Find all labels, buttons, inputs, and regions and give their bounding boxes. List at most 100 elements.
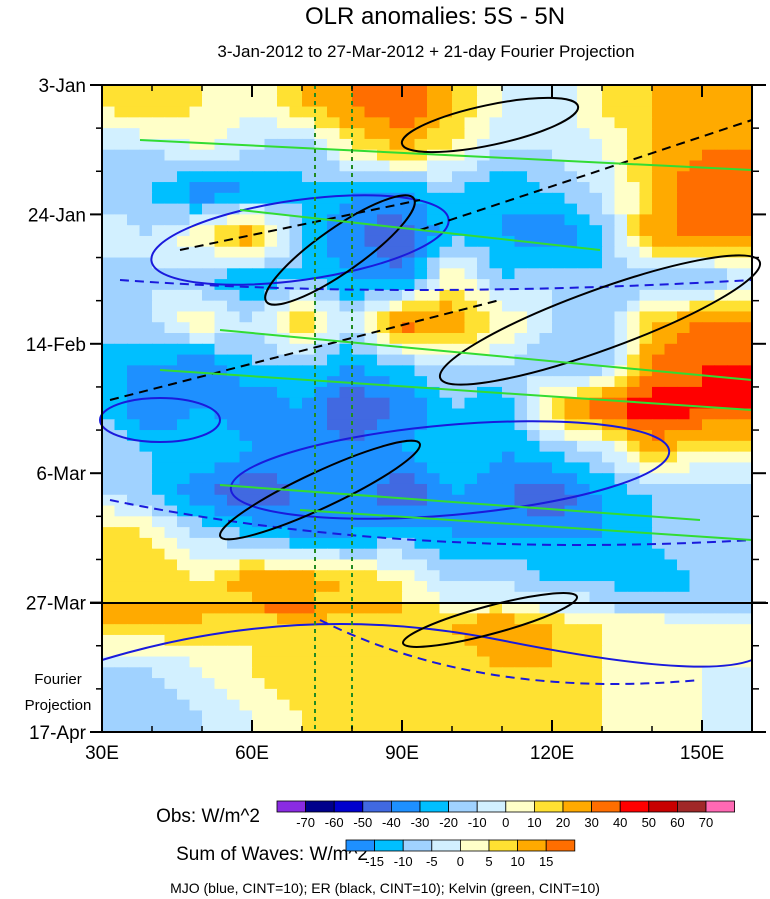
heatmap-cell [114,182,128,194]
heatmap-cell [602,85,616,97]
heatmap-cell [489,203,503,215]
kelvin-contour [139,139,753,541]
heatmap-cell [114,171,128,183]
heatmap-cell [152,483,166,496]
heatmap-cell [277,440,291,453]
heatmap-cell [227,246,241,259]
heatmap-cell [702,85,716,97]
heatmap-cell [489,473,503,485]
heatmap-cell [589,138,603,151]
heatmap-cell [227,451,241,464]
heatmap-cell [377,419,391,431]
heatmap-cell [414,473,428,485]
obs-colorbar-label: Obs: W/m^2 [156,806,260,827]
heatmap-cell [502,645,516,658]
heatmap-cell [489,624,503,636]
heatmap-cell [377,128,391,140]
heatmap-cell [402,645,416,658]
heatmap-cell [477,559,491,571]
heatmap-cell [414,656,428,668]
heatmap-cell [189,192,203,205]
heatmap-cell [414,634,428,647]
heatmap-cell [377,160,391,172]
heatmap-cell [302,559,316,571]
heatmap-cell [552,559,566,571]
heatmap-cell [127,667,141,679]
heatmap-cell [239,376,253,388]
heatmap-cell [314,516,328,528]
heatmap-cell [539,128,553,140]
heatmap-cell [302,710,316,722]
heatmap-cell [402,225,416,237]
heatmap-cell [214,376,228,388]
heatmap-cell [327,235,341,248]
heatmap-cell [689,430,703,442]
heatmap-cell [702,408,716,420]
heatmap-cell [302,656,316,668]
heatmap-cell [677,440,691,453]
colorbar-label: -60 [325,815,344,830]
heatmap-cell [127,333,141,345]
heatmap-cell [127,408,141,420]
heatmap-cell [727,343,741,356]
heatmap-cell [302,721,316,733]
heatmap-cell [289,225,303,237]
heatmap-cell [364,440,378,453]
heatmap-cell [177,386,191,399]
heatmap-cell [564,117,578,129]
heatmap-cell [114,192,128,205]
heatmap-cell [414,451,428,464]
heatmap-cell [352,494,366,507]
heatmap-cell [202,354,216,366]
heatmap-cell [577,106,591,118]
heatmap-cell [314,203,328,215]
heatmap-cell [264,95,278,108]
heatmap-cell [664,613,678,625]
heatmap-cell [439,699,453,712]
heatmap-cell [527,591,541,604]
heatmap-cell [489,419,503,431]
heatmap-cell [489,149,503,162]
colorbar-box [591,800,621,813]
heatmap-cell [727,246,741,259]
heatmap-cell [189,494,203,507]
heatmap-cell [452,289,466,302]
heatmap-cell [139,214,153,226]
heatmap-cell [739,365,753,377]
heatmap-cell [127,678,141,690]
heatmap-cell [364,430,378,442]
heatmap-cell [414,462,428,474]
heatmap-cell [602,494,616,507]
heatmap-cell [464,494,478,507]
heatmap-cell [714,311,728,323]
heatmap-cell [239,645,253,658]
heatmap-cell [702,138,716,151]
heatmap-cell [439,171,453,183]
heatmap-cell [702,214,716,226]
heatmap-cell [127,430,141,442]
heatmap-cell [439,246,453,259]
heatmap-cell [627,624,641,636]
heatmap-cell [502,365,516,377]
heatmap-cell [252,613,266,625]
heatmap-cell [414,386,428,399]
heatmap-cell [577,246,591,259]
heatmap-cell [452,581,466,593]
heatmap-cell [364,462,378,474]
heatmap-cell [577,440,591,453]
heatmap-cell [264,289,278,302]
heatmap-cell [614,634,628,647]
colorbar-box [431,839,461,852]
heatmap-cell [652,494,666,507]
heatmap-cell [577,160,591,172]
heatmap-cell [502,246,516,259]
heatmap-cell [214,634,228,647]
heatmap-cell [677,117,691,129]
heatmap-cell [627,505,641,517]
heatmap-cell [327,246,341,259]
heatmap-cell [239,667,253,679]
heatmap-cell [514,376,528,388]
heatmap-cell [539,537,553,550]
heatmap-cell [739,624,753,636]
heatmap-cell [652,333,666,345]
